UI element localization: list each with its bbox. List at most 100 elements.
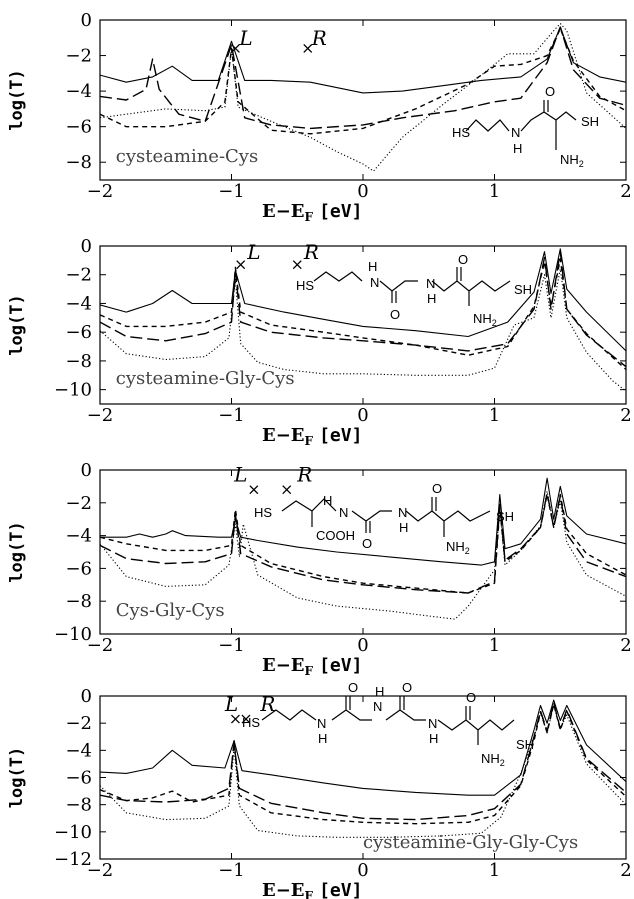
x-axis-label-sub: F (305, 210, 314, 224)
atom-label: H (513, 141, 522, 156)
x-axis-label-unit: [eV] (319, 655, 362, 676)
atom-label: NH2 (473, 311, 497, 328)
molecule-bonds (261, 696, 515, 745)
y-tick-label: −10 (54, 624, 92, 645)
molecule-bonds (465, 100, 577, 150)
atom-label: O (466, 690, 476, 705)
series-long-dash (100, 251, 626, 368)
y-tick-label: −4 (65, 526, 92, 547)
y-tick-label: 0 (81, 236, 92, 257)
x-axis-label: E−EF [eV] (262, 880, 362, 899)
atom-label: SH (496, 509, 514, 524)
x-tick-label: −1 (218, 635, 245, 656)
atom-label: SH (581, 114, 599, 129)
y-tick-label: −2 (65, 713, 92, 734)
y-tick-label: −4 (65, 81, 92, 102)
x-axis-label-sub: F (305, 664, 314, 678)
y-tick-label: −2 (65, 46, 92, 67)
atom-label: HS (296, 278, 314, 293)
atom-label: NH2 (446, 539, 470, 556)
electrode-label: R (259, 692, 275, 716)
molecule-name: cysteamine-Gly-Cys (116, 368, 295, 389)
series-short-dash (100, 28, 626, 135)
y-tick-label: −2 (65, 265, 92, 286)
x-tick-label: 1 (489, 405, 500, 426)
x-tick-label: −2 (87, 181, 114, 202)
molecule-bonds (281, 497, 491, 537)
electrode-marker (292, 260, 302, 270)
electrode-label: L (233, 462, 247, 486)
series-short-dash (100, 703, 626, 825)
atom-label: H (318, 731, 327, 746)
atom-label: O (362, 536, 372, 551)
electrode-marker (230, 43, 240, 53)
x-tick-label: −1 (218, 860, 245, 881)
y-tick-label: 0 (81, 686, 92, 707)
y-tick-label: −6 (65, 322, 92, 343)
x-tick-label: 2 (620, 860, 631, 881)
electrode-marker (236, 260, 246, 270)
atom-label: N (398, 505, 407, 520)
x-tick-label: −2 (87, 405, 114, 426)
y-tick-label: −6 (65, 117, 92, 138)
electrode-label: R (303, 240, 319, 264)
x-tick-label: 0 (357, 405, 368, 426)
atom-label: COOH (316, 528, 355, 543)
atom-label: SH (516, 737, 534, 752)
electrode-label: R (296, 462, 312, 486)
atom-label: O (348, 680, 358, 695)
x-tick-label: 0 (357, 860, 368, 881)
x-tick-label: 1 (489, 860, 500, 881)
series-dotted (100, 490, 626, 620)
series-short-dash (100, 258, 626, 371)
y-tick-label: −4 (65, 740, 92, 761)
atom-label: N (317, 716, 326, 731)
x-tick-label: 1 (489, 181, 500, 202)
molecule-name: cysteamine-Gly-Gly-Cys (363, 832, 578, 853)
atom-label: O (402, 680, 412, 695)
atom-label: O (545, 84, 555, 99)
electrode-label: L (238, 26, 252, 50)
electrode-label: L (224, 692, 238, 716)
x-axis-label-sub: F (305, 434, 314, 448)
atom-label: HS (452, 125, 470, 140)
x-axis-label-unit: [eV] (319, 880, 362, 899)
x-tick-label: −2 (87, 635, 114, 656)
x-tick-label: 2 (620, 635, 631, 656)
x-axis-label-sub: F (305, 889, 314, 899)
x-axis-label: E−EF [eV] (262, 201, 362, 224)
atom-label: N (511, 125, 520, 140)
x-tick-label: 0 (357, 635, 368, 656)
molecule-bonds (313, 267, 511, 306)
y-tick-label: −12 (54, 849, 92, 870)
atom-label: N (339, 505, 348, 520)
series-dotted (100, 268, 626, 392)
atom-label: O (432, 481, 442, 496)
x-tick-label: 0 (357, 181, 368, 202)
molecule-name: Cys-Gly-Cys (116, 600, 225, 621)
series-dotted (100, 23, 626, 172)
atom-label: H (323, 493, 332, 508)
x-axis-label: E−EF [eV] (262, 425, 362, 448)
y-axis-label: log(T) (7, 747, 27, 808)
atom-label: SH (514, 282, 532, 297)
x-axis-label-main: E−E (262, 201, 305, 222)
y-tick-label: −8 (65, 795, 92, 816)
y-tick-label: −10 (54, 822, 92, 843)
y-axis-label: log(T) (7, 521, 27, 582)
atom-label: N (428, 716, 437, 731)
x-axis-label-unit: [eV] (319, 425, 362, 446)
y-tick-label: 0 (81, 460, 92, 481)
panel-1: −2 −1 0 1 2 0 −2 −4 −6 −8 log(T) E−EF [eV] L Rcysteami… (7, 10, 632, 224)
electrode-marker (282, 485, 292, 495)
y-tick-label: 0 (81, 10, 92, 31)
atom-label: NH2 (560, 152, 584, 169)
atom-label: H (399, 520, 408, 535)
electrode-marker (249, 485, 259, 495)
electrode-label: R (311, 26, 327, 50)
x-tick-label: −2 (87, 860, 114, 881)
